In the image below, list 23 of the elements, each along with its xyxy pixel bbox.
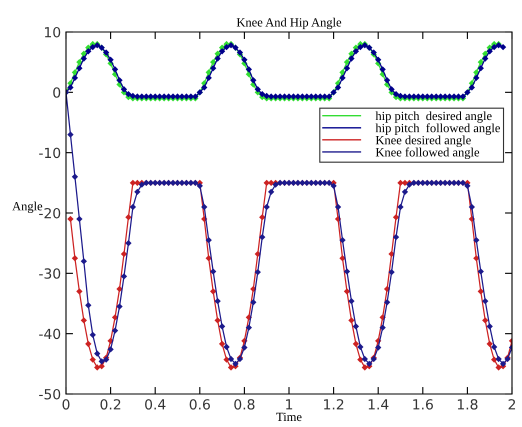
x-tick-label: 0 [62,399,70,410]
x-tick-label: 0.6 [190,399,210,410]
x-tick-label: 0.8 [234,399,254,410]
legend-label: hip pitch desired angle [376,111,492,123]
y-tick-label: 0 [53,87,60,98]
y-tick-label: -40 [39,328,60,340]
legend-label: hip pitch followed angle [376,123,500,135]
y-tick-label: -30 [39,268,60,279]
x-tick-label: 1.4 [368,399,388,410]
y-tick-label: -10 [39,148,60,158]
x-tick-label: 1.6 [413,399,433,410]
x-axis-title: Time [276,412,302,422]
x-tick-label: 1 [286,399,292,410]
y-tick-label: -50 [39,388,60,400]
x-tick-label: 0.4 [145,399,166,410]
x-tick-label: 2 [508,399,516,410]
y-tick-label: 10 [44,26,60,38]
legend-label: Knee followed angle [376,148,480,160]
x-tick-label: 1.8 [458,399,478,410]
legend-label: Knee desired angle [376,136,471,147]
x-tick-label: 1.2 [324,399,344,410]
x-tick-label: 0.2 [100,399,120,410]
chart-title: Knee And Hip Angle [236,18,342,30]
